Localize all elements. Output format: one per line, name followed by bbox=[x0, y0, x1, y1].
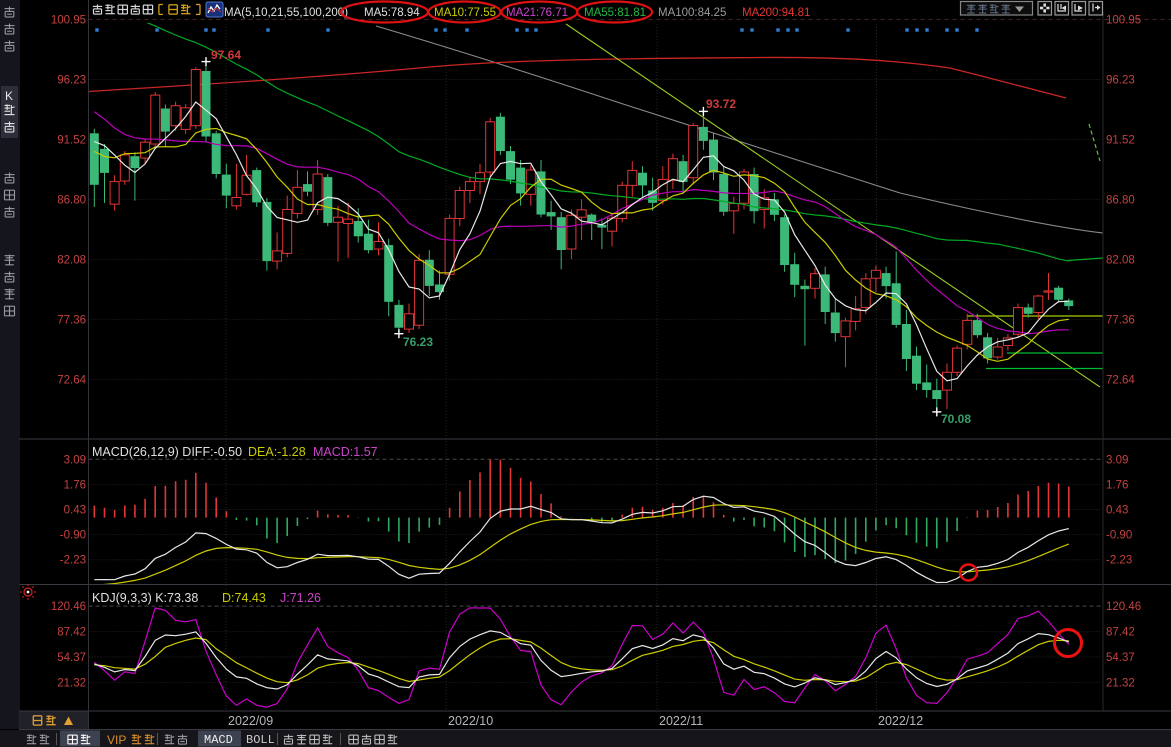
svg-text:86.80: 86.80 bbox=[57, 194, 86, 206]
svg-text:120.46: 120.46 bbox=[1106, 601, 1141, 613]
svg-text:77.36: 77.36 bbox=[1106, 314, 1135, 326]
svg-text:1.76: 1.76 bbox=[1106, 479, 1128, 491]
svg-text:2022/12: 2022/12 bbox=[878, 714, 923, 728]
svg-text:97.64: 97.64 bbox=[211, 48, 241, 62]
svg-text:MA5:78.94: MA5:78.94 bbox=[364, 7, 420, 19]
svg-text:96.23: 96.23 bbox=[57, 75, 86, 87]
svg-text:54.37: 54.37 bbox=[57, 652, 86, 664]
svg-text:54.37: 54.37 bbox=[1106, 652, 1135, 664]
svg-text:72.64: 72.64 bbox=[1106, 374, 1135, 386]
svg-text:MACD:1.57: MACD:1.57 bbox=[313, 445, 378, 459]
svg-text:93.72: 93.72 bbox=[706, 97, 736, 111]
svg-text:96.23: 96.23 bbox=[1106, 75, 1135, 87]
svg-text:0.43: 0.43 bbox=[1106, 505, 1128, 517]
svg-text:82.08: 82.08 bbox=[57, 254, 86, 266]
svg-text:-2.23: -2.23 bbox=[1106, 555, 1132, 567]
svg-text:91.52: 91.52 bbox=[57, 134, 86, 146]
svg-text:VIP: VIP bbox=[107, 733, 126, 747]
svg-text:J:71.26: J:71.26 bbox=[280, 591, 321, 605]
svg-text:DEA:-1.28: DEA:-1.28 bbox=[248, 445, 306, 459]
svg-text:72.64: 72.64 bbox=[57, 374, 86, 386]
svg-text:2022/09: 2022/09 bbox=[228, 714, 273, 728]
svg-text:87.42: 87.42 bbox=[1106, 627, 1135, 639]
svg-text:2022/11: 2022/11 bbox=[659, 714, 703, 728]
svg-text:MA10:77.55: MA10:77.55 bbox=[434, 7, 496, 19]
svg-text:-0.90: -0.90 bbox=[60, 530, 86, 542]
svg-text:120.46: 120.46 bbox=[51, 601, 86, 613]
svg-text:MA21:76.71: MA21:76.71 bbox=[506, 7, 568, 19]
svg-text:MA55:81.81: MA55:81.81 bbox=[584, 7, 646, 19]
svg-text:87.42: 87.42 bbox=[57, 627, 86, 639]
svg-text:MA(5,10,21,55,100,200): MA(5,10,21,55,100,200) bbox=[224, 7, 348, 19]
svg-text:77.36: 77.36 bbox=[57, 314, 86, 326]
svg-text:76.23: 76.23 bbox=[403, 335, 433, 349]
svg-text:0.43: 0.43 bbox=[64, 505, 86, 517]
svg-text:-2.23: -2.23 bbox=[60, 555, 86, 567]
svg-text:21.32: 21.32 bbox=[1106, 677, 1135, 689]
svg-text:-0.90: -0.90 bbox=[1106, 530, 1132, 542]
svg-text:91.52: 91.52 bbox=[1106, 134, 1135, 146]
svg-text:2022/10: 2022/10 bbox=[448, 714, 493, 728]
svg-text:MA200:94.81: MA200:94.81 bbox=[742, 7, 810, 19]
svg-text:D:74.43: D:74.43 bbox=[222, 591, 266, 605]
svg-text:100.95: 100.95 bbox=[1106, 15, 1141, 27]
svg-text:1.76: 1.76 bbox=[64, 479, 86, 491]
svg-text:KDJ(9,3,3) K:73.38: KDJ(9,3,3) K:73.38 bbox=[92, 591, 198, 605]
svg-text:MA100:84.25: MA100:84.25 bbox=[658, 7, 726, 19]
svg-text:21.32: 21.32 bbox=[57, 677, 86, 689]
svg-text:MACD: MACD bbox=[204, 733, 233, 747]
svg-text:70.08: 70.08 bbox=[941, 412, 971, 426]
svg-text:100.95: 100.95 bbox=[51, 15, 86, 27]
svg-text:3.09: 3.09 bbox=[1106, 454, 1128, 466]
svg-text:82.08: 82.08 bbox=[1106, 254, 1135, 266]
svg-text:86.80: 86.80 bbox=[1106, 194, 1135, 206]
svg-text:MACD(26,12,9) DIFF:-0.50: MACD(26,12,9) DIFF:-0.50 bbox=[92, 445, 242, 459]
svg-text:K: K bbox=[5, 89, 13, 103]
svg-text:3.09: 3.09 bbox=[64, 454, 86, 466]
svg-text:BOLL: BOLL bbox=[246, 733, 275, 747]
